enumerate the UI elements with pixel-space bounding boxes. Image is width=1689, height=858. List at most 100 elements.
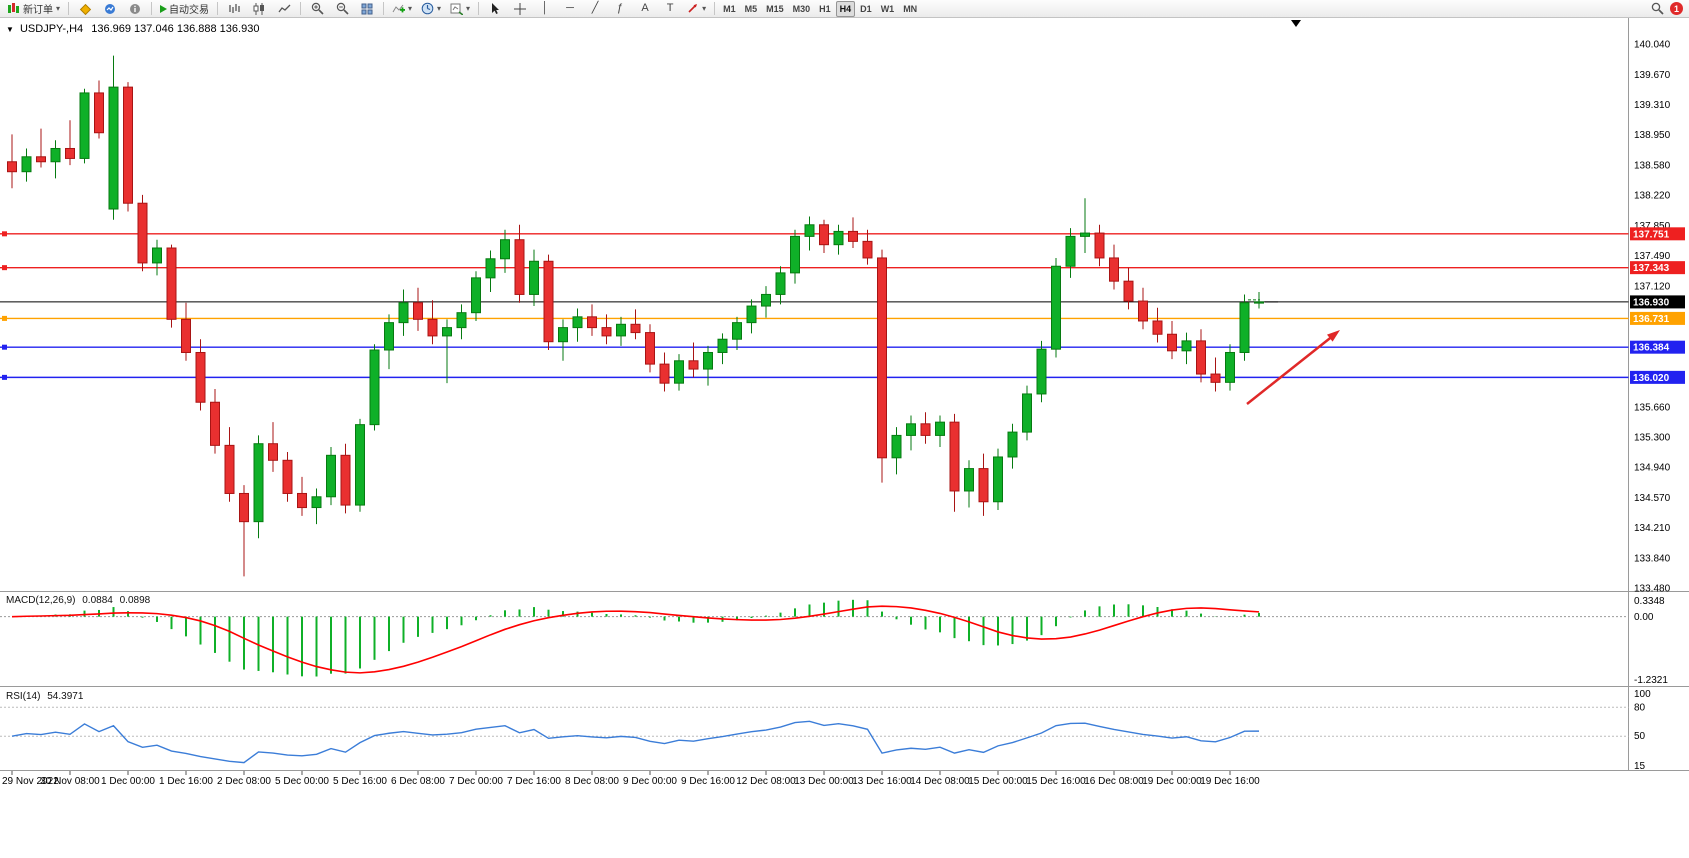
line-handle[interactable] — [2, 265, 7, 271]
timeframe-m30-button[interactable]: M30 — [792, 3, 811, 14]
candle-body — [239, 492, 249, 523]
price-badge — [1630, 227, 1685, 241]
text-label-icon: T — [666, 2, 674, 14]
candle-body — [920, 423, 931, 436]
fibonacci-tool-button[interactable]: ƒ — [608, 0, 632, 18]
trend-arrow-line[interactable] — [1246, 334, 1335, 405]
candle-body — [471, 277, 481, 314]
timeframe-w1-button[interactable]: W1 — [880, 3, 895, 14]
time-axis-label: 30 Nov 08:00 — [40, 776, 100, 787]
candle-body — [1138, 300, 1148, 322]
bar-chart-button[interactable] — [222, 0, 246, 18]
horizontal-line-tool-button[interactable]: ─ — [558, 0, 582, 18]
arrows-tool-button[interactable]: ▾ — [683, 0, 710, 18]
chevron-down-icon: ▾ — [702, 4, 707, 13]
candle-body — [50, 147, 61, 163]
macd-label: MACD(12,26,9) — [6, 595, 76, 606]
search-button[interactable] — [1645, 0, 1669, 18]
price-axis-label: 134.940 — [1634, 462, 1671, 473]
timeframe-h1-button[interactable]: H1 — [819, 3, 831, 14]
line-handle[interactable] — [2, 315, 7, 321]
macd-signal-line — [11, 605, 1260, 674]
candle-body — [355, 424, 365, 506]
candle-body — [1080, 232, 1090, 237]
candle-body — [1094, 232, 1105, 259]
candle-body — [282, 459, 293, 494]
info-button[interactable] — [123, 0, 147, 18]
vertical-line-icon: │ — [541, 2, 549, 14]
candle-body — [137, 202, 148, 264]
line-handle[interactable] — [2, 374, 7, 380]
timeframe-mn-button[interactable]: MN — [903, 3, 918, 14]
rsi-axis-label: 15 — [1634, 761, 1646, 772]
notification-badge[interactable]: 1 — [1670, 2, 1683, 15]
cursor-tool-button[interactable] — [483, 0, 507, 18]
timeframe-d1-button[interactable]: D1 — [860, 3, 872, 14]
zoom-in-icon — [311, 2, 324, 15]
candle-body — [819, 224, 829, 246]
ohlc-values: 136.969 137.046 136.888 136.930 — [91, 23, 260, 35]
candle-body — [543, 260, 554, 343]
candle-body — [369, 349, 380, 426]
price-badge-label: 137.751 — [1633, 229, 1670, 240]
crosshair-tool-button[interactable] — [508, 0, 532, 18]
new-order-button[interactable]: 新订单 ▾ — [4, 0, 64, 18]
timeframe-m5-button[interactable]: M5 — [744, 3, 758, 14]
candle-body — [848, 230, 858, 242]
text-label-tool-button[interactable]: T — [658, 0, 682, 18]
candle-body — [688, 360, 699, 370]
market-button[interactable] — [98, 0, 122, 18]
line-handle[interactable] — [2, 344, 7, 350]
candlestick-chart-button[interactable] — [247, 0, 271, 18]
time-axis-label: 9 Dec 16:00 — [681, 776, 735, 787]
zoom-in-button[interactable] — [305, 0, 329, 18]
trendline-tool-button[interactable]: ╱ — [583, 0, 607, 18]
timeframe-h4-button[interactable]: H4 — [835, 0, 856, 17]
line-chart-button[interactable] — [272, 0, 296, 18]
candle-body — [413, 302, 423, 320]
indicators-button[interactable]: ▾ — [388, 0, 416, 18]
timeframe-m1-button[interactable]: M1 — [723, 3, 736, 14]
price-axis-label: 137.120 — [1634, 282, 1671, 293]
candle-body — [384, 322, 394, 351]
chevron-down-icon: ▾ — [466, 4, 471, 13]
candle-body — [674, 360, 684, 384]
price-badge — [1630, 261, 1685, 275]
timeframe-m15-button[interactable]: M15 — [766, 3, 784, 14]
candle-body — [1152, 320, 1163, 335]
time-axis-label: 7 Dec 16:00 — [507, 776, 561, 787]
text-tool-button[interactable]: A — [633, 0, 657, 18]
templates-button[interactable]: ▾ — [446, 0, 474, 18]
time-axis-label: 19 Dec 16:00 — [1200, 776, 1260, 787]
chart-title: ▼ USDJPY-,H4 136.969 137.046 136.888 136… — [6, 23, 259, 35]
auto-trading-button[interactable]: 自动交易 — [156, 0, 213, 18]
candle-body — [761, 293, 771, 307]
mql-wizard-icon — [79, 3, 92, 15]
mql-wizard-button[interactable] — [73, 0, 97, 18]
price-badge — [1630, 295, 1685, 309]
indicators-icon — [392, 4, 406, 12]
periods-button[interactable]: ▾ — [417, 0, 445, 18]
line-handle[interactable] — [2, 231, 7, 237]
search-icon — [1651, 2, 1664, 15]
candle-body — [717, 338, 728, 353]
price-axis-label: 134.570 — [1634, 493, 1671, 504]
zoom-out-button[interactable] — [330, 0, 354, 18]
crosshair-icon — [514, 2, 527, 15]
toolbar-separator — [68, 2, 70, 15]
vertical-line-tool-button[interactable]: │ — [533, 0, 557, 18]
market-icon — [105, 3, 116, 14]
chart-shift-marker[interactable] — [1291, 20, 1301, 27]
tile-windows-button[interactable] — [355, 0, 379, 18]
candle-body — [790, 235, 800, 274]
candle-body — [1167, 333, 1177, 352]
candle-body — [1254, 301, 1264, 304]
time-axis-label: 1 Dec 00:00 — [101, 776, 155, 787]
time-axis-label: 16 Dec 08:00 — [1084, 776, 1144, 787]
trend-arrow-head[interactable] — [1327, 330, 1340, 342]
bar-chart-icon — [229, 4, 240, 13]
time-axis-label: 1 Dec 16:00 — [159, 776, 213, 787]
candle-body — [775, 272, 786, 295]
toolbar-separator — [383, 2, 385, 15]
